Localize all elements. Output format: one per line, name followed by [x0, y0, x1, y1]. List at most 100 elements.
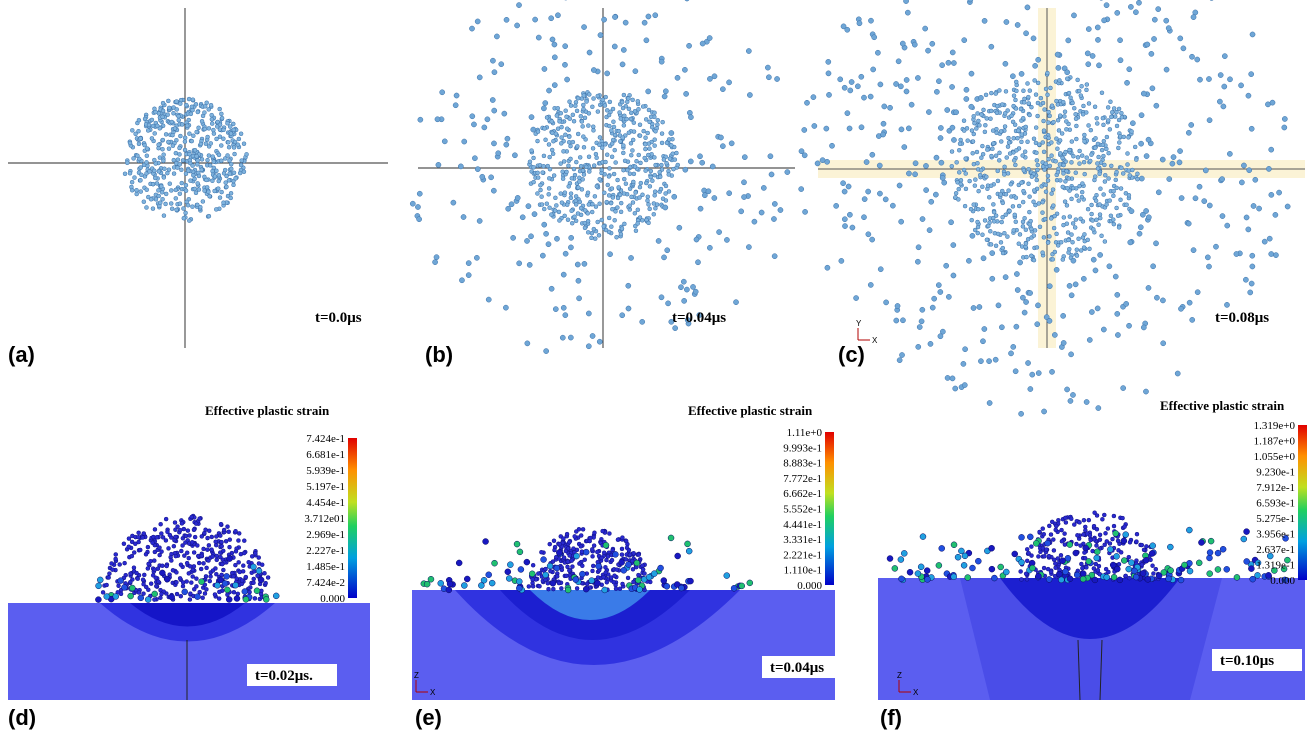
particle: [548, 206, 552, 210]
particle: [158, 553, 162, 557]
particle: [644, 136, 648, 140]
particle: [729, 141, 734, 146]
particle: [746, 244, 751, 249]
particle: [135, 571, 139, 575]
particle: [648, 184, 652, 188]
particle: [1013, 369, 1018, 374]
particle: [848, 88, 853, 93]
particle: [643, 147, 647, 151]
particle: [605, 580, 609, 584]
particle: [841, 181, 846, 186]
particle: [582, 145, 586, 149]
particle: [665, 248, 670, 253]
particle: [159, 522, 163, 526]
particle: [1130, 129, 1134, 133]
particle: [752, 219, 757, 224]
particle: [587, 170, 591, 174]
particle: [868, 94, 873, 99]
particle: [951, 542, 957, 548]
particle: [868, 18, 873, 23]
particle: [547, 186, 551, 190]
particle: [989, 566, 995, 572]
particle: [881, 132, 886, 137]
particle: [923, 26, 928, 31]
particle: [586, 344, 591, 349]
particle: [1064, 387, 1069, 392]
particle: [647, 108, 651, 112]
particle: [1133, 10, 1138, 15]
particle: [159, 532, 163, 536]
particle: [1213, 244, 1218, 249]
particle: [847, 126, 852, 131]
particle: [677, 225, 682, 230]
particle: [854, 295, 859, 300]
particle: [586, 191, 590, 195]
particle: [1086, 238, 1090, 242]
particle: [529, 571, 535, 577]
particle: [1058, 577, 1064, 583]
particle: [535, 192, 539, 196]
particle: [1067, 542, 1073, 548]
particle: [174, 580, 178, 584]
particle: [539, 550, 543, 554]
particle: [527, 262, 532, 267]
legend-label: 2.227e-1: [306, 545, 345, 557]
particle: [660, 141, 664, 145]
particle: [218, 196, 222, 200]
particle: [579, 206, 583, 210]
particle: [1167, 544, 1173, 550]
axis-label: X: [430, 688, 436, 697]
particle: [1077, 162, 1081, 166]
particle: [165, 171, 169, 175]
particle: [1035, 168, 1039, 172]
particle: [913, 161, 918, 166]
particle: [887, 556, 893, 562]
particle: [139, 136, 143, 140]
particle: [1215, 550, 1221, 556]
particle: [211, 155, 215, 159]
particle: [983, 130, 987, 134]
particle: [193, 535, 197, 539]
particle: [483, 539, 489, 545]
particle: [631, 180, 635, 184]
legend-label: 3.956e-1: [1256, 529, 1295, 541]
particle: [562, 159, 566, 163]
particle: [1087, 518, 1091, 522]
particle: [646, 14, 651, 19]
particle: [1082, 232, 1086, 236]
particle: [428, 576, 434, 582]
particle: [1035, 573, 1041, 579]
particle: [532, 156, 536, 160]
particle: [1065, 186, 1069, 190]
legend-label: 1.319e+0: [1254, 420, 1296, 432]
particle: [195, 130, 199, 134]
particle: [1073, 282, 1078, 287]
particle: [631, 201, 635, 205]
particle: [555, 13, 560, 18]
particle: [1084, 88, 1088, 92]
particle: [1093, 146, 1097, 150]
particle: [432, 260, 437, 265]
particle: [459, 278, 464, 283]
particle: [619, 117, 623, 121]
particle: [1035, 303, 1040, 308]
particle: [1151, 572, 1155, 576]
particle: [1151, 36, 1156, 41]
particle: [849, 79, 854, 84]
panel-label: (b): [425, 342, 453, 367]
particle: [641, 567, 645, 571]
particle: [236, 539, 240, 543]
particle: [623, 20, 628, 25]
particle: [454, 93, 459, 98]
particle: [1026, 81, 1030, 85]
particle: [1097, 223, 1101, 227]
particle: [826, 71, 831, 76]
particle: [978, 173, 982, 177]
particle: [637, 587, 643, 593]
particle: [622, 123, 626, 127]
particle: [899, 127, 904, 132]
particle: [590, 231, 594, 235]
particle: [774, 76, 779, 81]
particle: [410, 201, 415, 206]
particle: [557, 581, 561, 585]
